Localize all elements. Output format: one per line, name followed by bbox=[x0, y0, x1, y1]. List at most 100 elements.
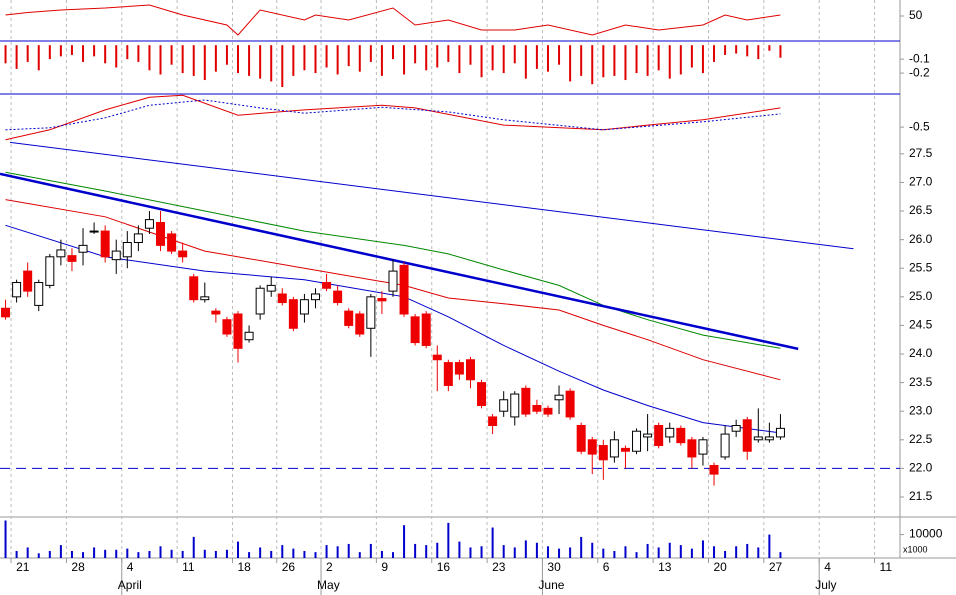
bar bbox=[225, 45, 228, 65]
bar bbox=[26, 547, 29, 558]
bar bbox=[735, 45, 738, 54]
candle-body bbox=[565, 390, 575, 418]
month-label: April bbox=[118, 578, 142, 592]
line-series bbox=[0, 172, 799, 351]
candle-body bbox=[454, 362, 464, 375]
candle-body bbox=[1, 307, 11, 318]
bar bbox=[214, 45, 217, 72]
candle-body bbox=[443, 362, 453, 386]
bar bbox=[181, 45, 184, 74]
bar bbox=[391, 552, 394, 558]
bar bbox=[70, 550, 73, 558]
x-tick-label: 30 bbox=[547, 560, 561, 574]
bar bbox=[679, 45, 682, 75]
x-tick-label: 11 bbox=[880, 560, 893, 574]
line-series bbox=[5, 4, 781, 36]
candle-body bbox=[266, 284, 276, 292]
bar bbox=[646, 543, 649, 558]
y-tick-label: -0.1 bbox=[909, 51, 930, 65]
candle-body bbox=[111, 250, 121, 261]
candle-body bbox=[465, 359, 475, 381]
bar bbox=[535, 542, 538, 558]
bar bbox=[148, 550, 151, 558]
bar bbox=[646, 45, 649, 76]
x-tick-label: 21 bbox=[16, 560, 30, 574]
candle-body bbox=[576, 425, 586, 452]
candle-body bbox=[432, 354, 442, 361]
bar bbox=[37, 45, 40, 71]
bar bbox=[314, 45, 317, 74]
bar bbox=[779, 552, 782, 558]
bar bbox=[624, 45, 627, 81]
line-series bbox=[5, 99, 781, 131]
candle-body bbox=[344, 310, 354, 326]
bar bbox=[757, 547, 760, 558]
bar bbox=[292, 548, 295, 558]
bar bbox=[347, 543, 350, 558]
bar bbox=[203, 45, 206, 81]
bar bbox=[4, 45, 7, 64]
bar bbox=[126, 45, 129, 60]
bar bbox=[292, 45, 295, 76]
bar bbox=[82, 552, 85, 558]
candle-body bbox=[277, 293, 287, 304]
bar bbox=[635, 45, 638, 74]
bar bbox=[104, 549, 107, 558]
x-tick-label: 6 bbox=[603, 560, 610, 574]
bar bbox=[380, 550, 383, 558]
bar bbox=[93, 547, 96, 558]
bar bbox=[104, 45, 107, 64]
candle-body bbox=[233, 313, 243, 349]
y-tick-label: 10000 bbox=[909, 527, 943, 541]
bar bbox=[414, 45, 417, 64]
candle-body bbox=[56, 249, 66, 258]
candle-body bbox=[167, 233, 177, 252]
candle-body bbox=[23, 270, 33, 292]
y-tick-label: 22.0 bbox=[909, 461, 933, 475]
bar bbox=[469, 547, 472, 558]
candle-body bbox=[355, 313, 365, 335]
bar bbox=[491, 45, 494, 71]
bar bbox=[513, 45, 516, 64]
candle-body bbox=[333, 290, 343, 304]
candle-body bbox=[632, 430, 642, 452]
bar bbox=[713, 45, 716, 62]
bar bbox=[746, 45, 749, 57]
bar bbox=[502, 45, 505, 74]
candle-body bbox=[620, 447, 630, 452]
bar bbox=[414, 543, 417, 558]
bar bbox=[690, 45, 693, 68]
y-tick-label: 23.0 bbox=[909, 403, 933, 417]
candle-body bbox=[322, 282, 332, 289]
bar bbox=[436, 45, 439, 68]
bar bbox=[657, 45, 660, 71]
candle-body bbox=[775, 427, 785, 438]
bar bbox=[281, 545, 284, 558]
bar bbox=[724, 45, 727, 55]
bar bbox=[425, 545, 428, 558]
bar bbox=[59, 545, 62, 558]
candle-body bbox=[399, 264, 409, 315]
candle-body bbox=[34, 282, 44, 306]
bar bbox=[270, 45, 273, 82]
bar bbox=[480, 546, 483, 558]
line-series bbox=[5, 199, 781, 381]
bar bbox=[724, 550, 727, 558]
candle-body bbox=[133, 233, 143, 244]
bar bbox=[746, 543, 749, 558]
candle-body bbox=[654, 425, 664, 447]
bar bbox=[369, 45, 372, 62]
candle-body bbox=[12, 282, 22, 298]
bar bbox=[159, 45, 162, 75]
month-label: July bbox=[815, 578, 836, 592]
bar bbox=[82, 45, 85, 62]
bar bbox=[15, 45, 18, 69]
x-tick-label: 26 bbox=[282, 560, 296, 574]
y-tick-label: 25.5 bbox=[909, 260, 933, 274]
bar bbox=[137, 45, 140, 62]
bar bbox=[325, 545, 328, 558]
x-tick-label: 18 bbox=[237, 560, 251, 574]
